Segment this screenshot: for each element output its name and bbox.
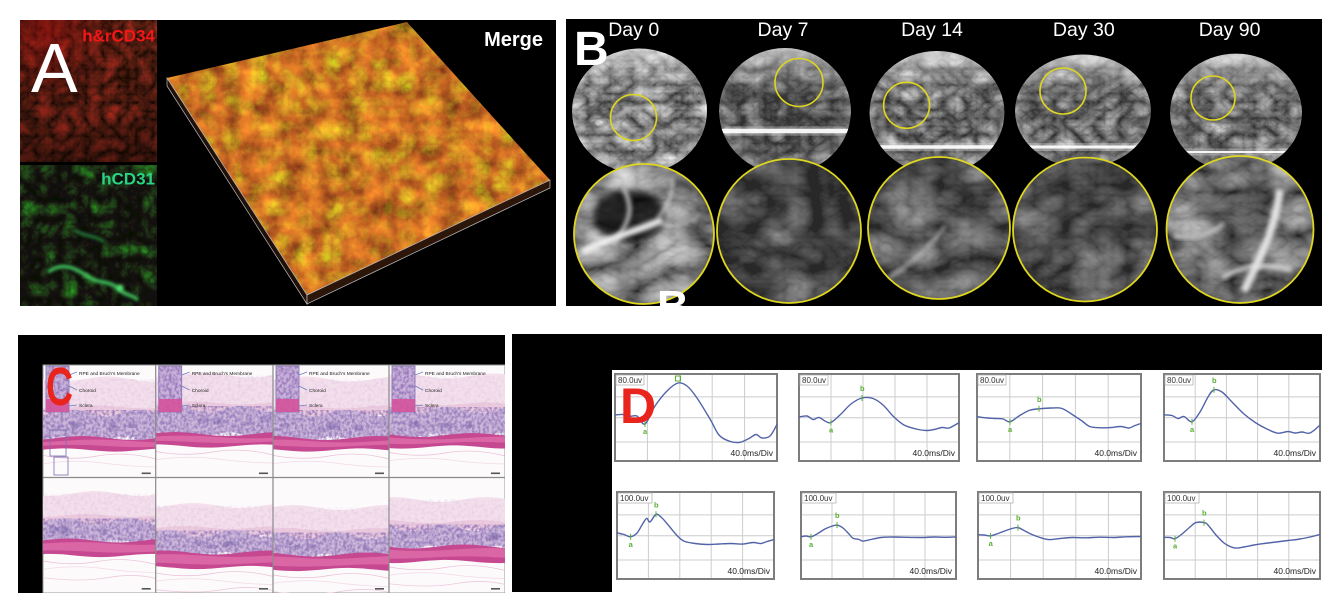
- svg-text:40.0ms/Div: 40.0ms/Div: [912, 448, 955, 458]
- svg-text:40.0ms/Div: 40.0ms/Div: [1094, 566, 1137, 576]
- svg-text:A: A: [31, 29, 78, 107]
- svg-text:b: b: [860, 384, 865, 393]
- svg-text:40.0ms/Div: 40.0ms/Div: [1273, 566, 1316, 576]
- svg-text:Choroid: Choroid: [192, 388, 209, 394]
- svg-text:a: a: [629, 540, 634, 549]
- svg-text:b: b: [654, 500, 659, 509]
- svg-text:80.0uv: 80.0uv: [618, 376, 642, 385]
- svg-text:RPE and Bruch's Membrane: RPE and Bruch's Membrane: [192, 371, 253, 377]
- svg-text:Day 7: Day 7: [758, 19, 809, 41]
- svg-text:Day 90: Day 90: [1199, 19, 1261, 41]
- svg-text:Sclera: Sclera: [309, 403, 323, 409]
- svg-text:Choroid: Choroid: [309, 388, 326, 394]
- svg-text:80.0uv: 80.0uv: [1167, 376, 1191, 385]
- svg-text:100.0uv: 100.0uv: [981, 494, 1009, 503]
- svg-text:Sclera: Sclera: [79, 403, 93, 409]
- svg-text:a: a: [1190, 425, 1195, 434]
- svg-text:b: b: [1202, 509, 1207, 518]
- svg-text:a: a: [809, 540, 814, 549]
- svg-text:B: B: [574, 23, 609, 76]
- svg-text:RPE and Bruch's Membrane: RPE and Bruch's Membrane: [309, 371, 370, 377]
- svg-text:100.0uv: 100.0uv: [1167, 494, 1195, 503]
- svg-text:a: a: [989, 539, 994, 548]
- svg-text:b: b: [835, 511, 840, 520]
- svg-text:Sclera: Sclera: [192, 403, 206, 409]
- svg-text:RPE and Bruch's Membrane: RPE and Bruch's Membrane: [79, 371, 140, 377]
- svg-text:b: b: [1212, 376, 1217, 385]
- svg-text:b: b: [1016, 514, 1021, 523]
- svg-text:Day 30: Day 30: [1053, 19, 1115, 41]
- svg-text:Choroid: Choroid: [79, 388, 96, 394]
- svg-text:b: b: [1037, 395, 1042, 404]
- svg-text:80.0uv: 80.0uv: [802, 376, 826, 385]
- svg-text:C: C: [46, 357, 73, 417]
- svg-text:100.0uv: 100.0uv: [620, 494, 648, 503]
- svg-text:100.0uv: 100.0uv: [804, 494, 832, 503]
- svg-text:a: a: [1173, 542, 1178, 551]
- svg-text:Day 14: Day 14: [901, 19, 963, 41]
- svg-text:40.0ms/Div: 40.0ms/Div: [909, 566, 952, 576]
- svg-text:40.0ms/Div: 40.0ms/Div: [1094, 448, 1137, 458]
- svg-text:a: a: [1008, 425, 1013, 434]
- svg-text:B: B: [657, 282, 689, 306]
- svg-text:Sclera: Sclera: [425, 403, 439, 409]
- svg-text:Day 0: Day 0: [608, 19, 659, 41]
- svg-text:h&rCD34: h&rCD34: [82, 27, 155, 46]
- svg-text:D: D: [620, 378, 656, 434]
- svg-text:a: a: [829, 426, 834, 435]
- svg-text:Choroid: Choroid: [425, 388, 442, 394]
- svg-text:a: a: [643, 427, 648, 436]
- svg-text:40.0ms/Div: 40.0ms/Div: [1273, 448, 1316, 458]
- svg-text:40.0ms/Div: 40.0ms/Div: [727, 566, 770, 576]
- svg-text:80.0uv: 80.0uv: [980, 376, 1004, 385]
- svg-text:hCD31: hCD31: [101, 170, 155, 189]
- svg-text:Merge: Merge: [484, 29, 543, 51]
- svg-text:RPE and Bruch's Membrane: RPE and Bruch's Membrane: [425, 371, 486, 377]
- svg-text:40.0ms/Div: 40.0ms/Div: [730, 448, 773, 458]
